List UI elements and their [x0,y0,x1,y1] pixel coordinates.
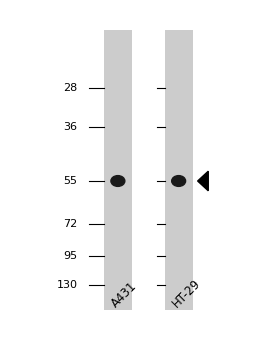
Bar [104,30,132,310]
Bar [165,30,193,310]
Text: 95: 95 [63,252,77,261]
Text: 55: 55 [63,176,77,186]
Text: A431: A431 [109,280,139,310]
Text: 36: 36 [63,122,77,132]
Ellipse shape [111,176,125,186]
Ellipse shape [172,176,186,186]
Polygon shape [198,171,208,191]
Text: HT-29: HT-29 [169,277,203,310]
Text: 130: 130 [56,280,77,290]
Text: 72: 72 [63,219,77,229]
Text: 28: 28 [63,83,77,93]
